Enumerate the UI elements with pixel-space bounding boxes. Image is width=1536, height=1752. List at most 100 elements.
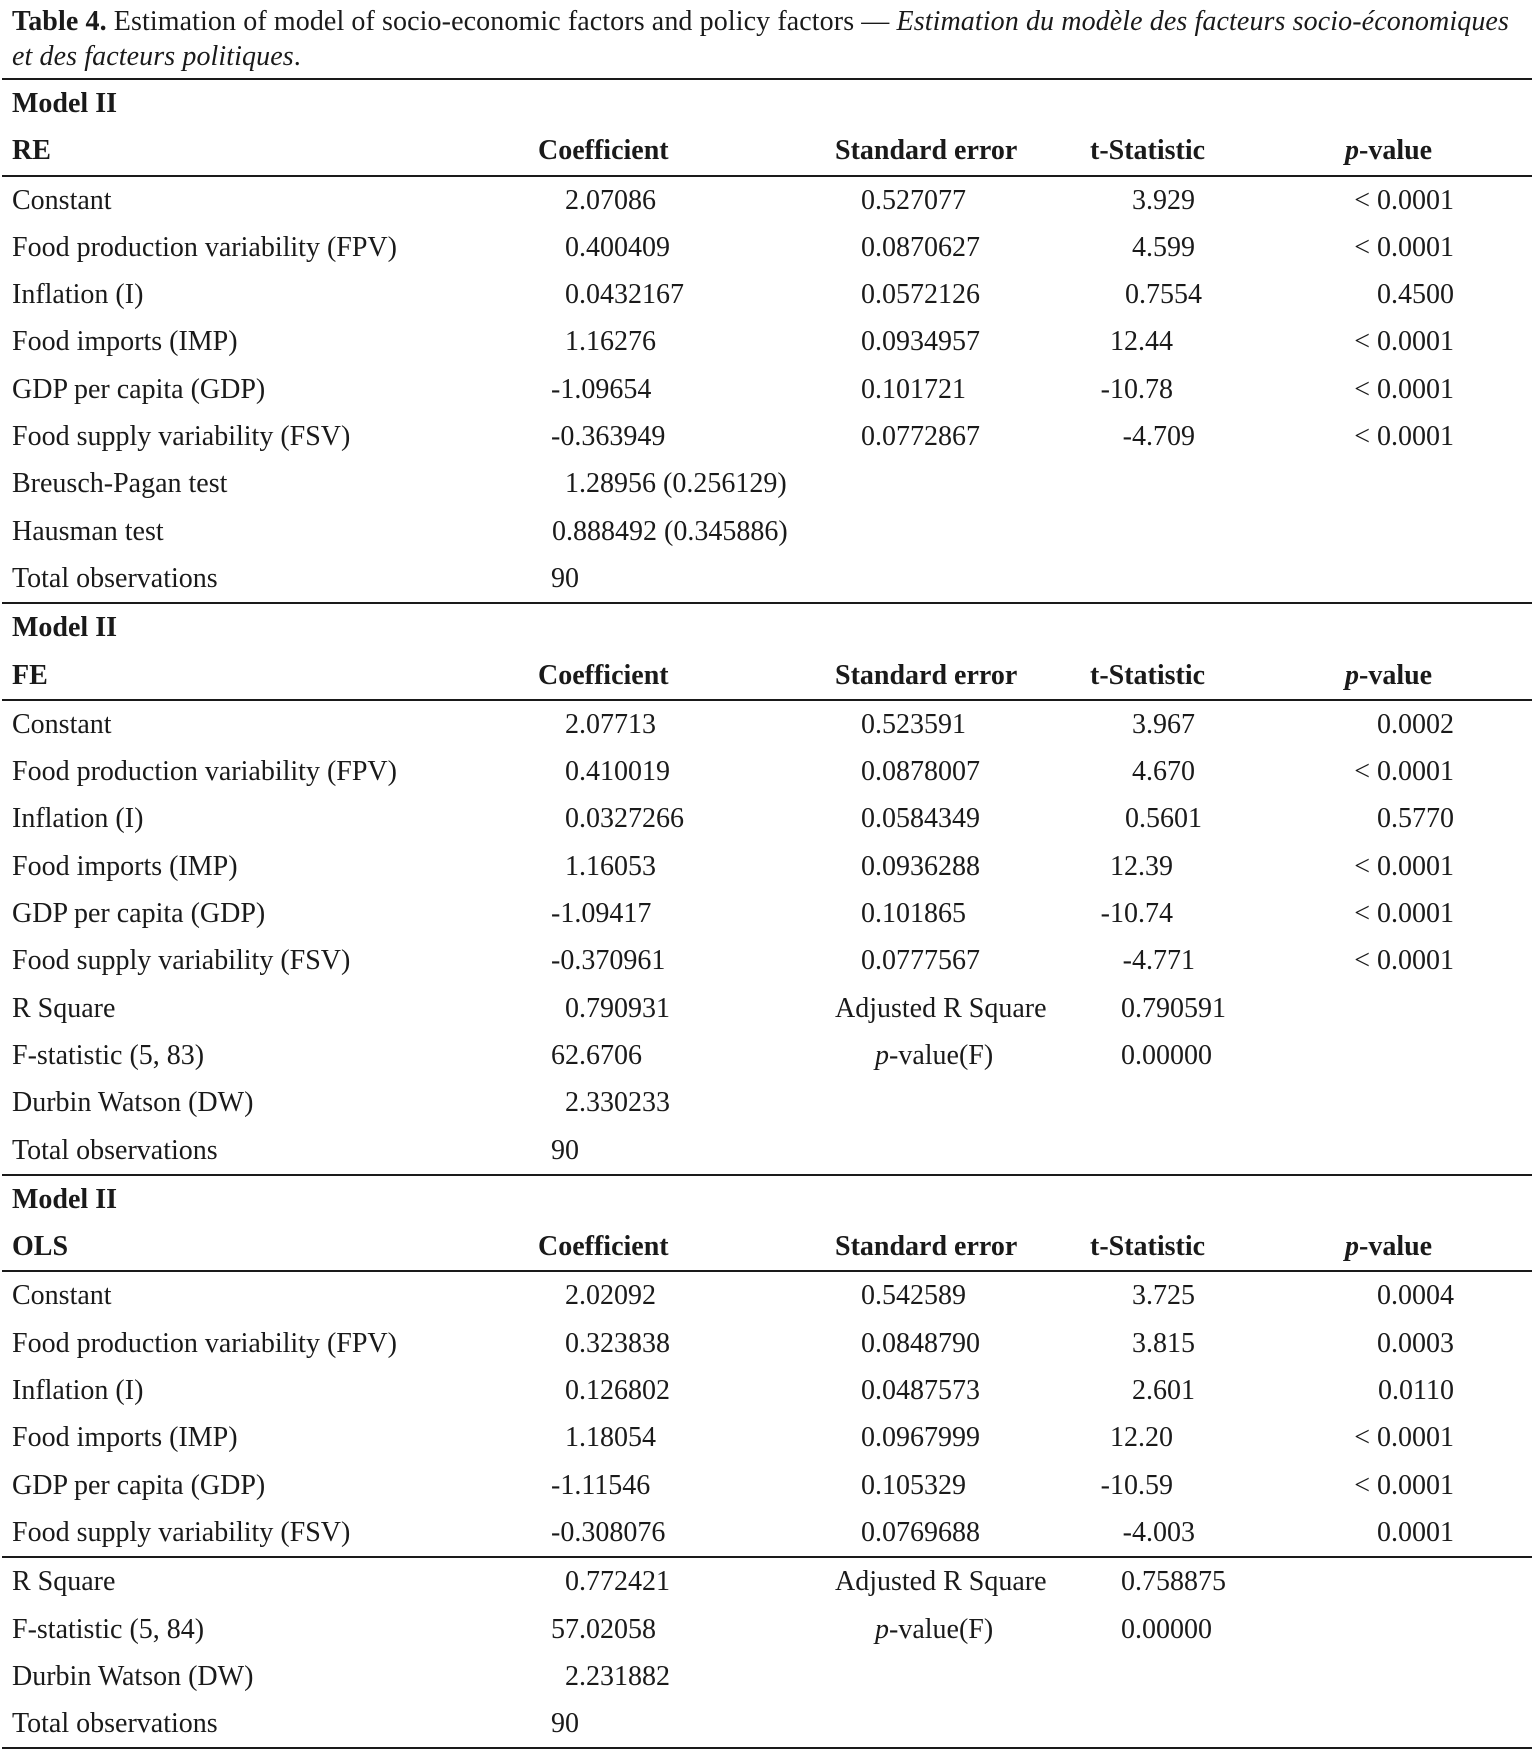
t-stat-cell: 4.670 [1132, 756, 1195, 788]
std-error-cell: 0.101865 [861, 898, 966, 930]
std-error-cell: 0.0769688 [861, 1516, 980, 1548]
estimator-label: FE [12, 659, 48, 691]
t-stat-cell: 4.599 [1132, 231, 1195, 263]
std-error-cell: 0.0772867 [861, 421, 980, 453]
coefficient-cell: -0.363949 [551, 421, 666, 453]
table-row: Inflation (I) 0.126802 0.0487573 2.601 0.011… [2, 1367, 1532, 1414]
table-caption: Table 4. Estimation of model of socio-ec… [12, 4, 1522, 74]
row-label: Food production variability (FPV) [12, 231, 397, 263]
model-row: Model II [2, 604, 1532, 651]
row-label: GDP per capita (GDP) [12, 1469, 266, 1501]
p-value-f-value: 0.00000 [1121, 1613, 1212, 1645]
table-row: Food supply variability (FSV) -0.308076 0.… [2, 1509, 1532, 1559]
table-row: GDP per capita (GDP) -1.09654 0.101721 -10.… [2, 366, 1532, 413]
header-row: OLS Coefficient Standard error t-Statist… [2, 1223, 1532, 1273]
table-row: GDP per capita (GDP) -1.11546 0.105329 -10.… [2, 1462, 1532, 1509]
p-value-cell: 0.0004 [1377, 1280, 1454, 1312]
p-value-cell: < 0.0001 [1354, 898, 1454, 930]
p-value-cell: < 0.0001 [1354, 1469, 1454, 1501]
row-label: Food imports (IMP) [12, 326, 238, 358]
std-error-cell: 0.527077 [861, 184, 966, 216]
caption-french: Estimation du modèle des facteurs socio-… [12, 6, 1509, 72]
obs-value: 90 [551, 1134, 579, 1166]
fit-row: F-statistic (5, 83) 62.6706 p-value(F) 0… [2, 1032, 1532, 1079]
stat-row: Breusch-Pagan test 1.28956 (0.256129) [2, 460, 1532, 507]
p-value-f-value: 0.00000 [1121, 1039, 1212, 1071]
stat-value: 90 [551, 562, 579, 594]
col-header-t-stat: t-Statistic [1090, 1231, 1206, 1263]
obs-value: 90 [551, 1708, 579, 1740]
fit-row: R Square 0.772421 Adjusted R Square 0.75… [2, 1558, 1532, 1605]
fit-row: Durbin Watson (DW) 2.231882 [2, 1653, 1532, 1700]
section-fe: Model II FE Coefficient Standard error t… [2, 604, 1532, 1176]
model-row: Model II [2, 80, 1532, 127]
p-value-cell: 0.0002 [1377, 708, 1454, 740]
f-stat-value: 62.6706 [551, 1039, 642, 1071]
t-stat-cell: -4.003 [1122, 1516, 1195, 1548]
table-row: Food imports (IMP) 1.18054 0.0967999 12.20 <… [2, 1414, 1532, 1461]
table-row: GDP per capita (GDP) -1.09417 0.101865 -10.… [2, 890, 1532, 937]
table-row: Inflation (I) 0.0327266 0.0584349 0.5601 0.5… [2, 795, 1532, 842]
col-header-coefficient: Coefficient [538, 1231, 669, 1263]
stat-value: 1.28956 (0.256129) [565, 468, 787, 500]
coefficient-cell: -1.09417 [551, 898, 652, 930]
header-row: RE Coefficient Standard error t-Statisti… [2, 127, 1532, 177]
fit-row: F-statistic (5, 84) 57.02058 p-value(F) … [2, 1606, 1532, 1653]
dw-value: 2.231882 [565, 1660, 670, 1692]
row-label: Constant [12, 1280, 112, 1312]
table-row: Constant 2.07086 0.527077 3.929 < 0.0001 [2, 177, 1532, 224]
coef-rows: Constant 2.07086 0.527077 3.929 < 0.0001 Food… [2, 177, 1532, 461]
t-stat-cell: -10.78 [1100, 373, 1173, 405]
table-row: Food imports (IMP) 1.16276 0.0934957 12.44 <… [2, 318, 1532, 365]
t-stat-cell: -10.74 [1100, 898, 1173, 930]
estimator-label: OLS [12, 1231, 69, 1263]
t-stat-cell: -10.59 [1100, 1469, 1173, 1501]
row-label: Food imports (IMP) [12, 850, 238, 882]
p-value-f-label: p-value(F) [875, 1613, 994, 1645]
p-value-cell: < 0.0001 [1354, 945, 1454, 977]
row-label: Food production variability (FPV) [12, 756, 397, 788]
coefficient-cell: -0.308076 [551, 1516, 666, 1548]
t-stat-cell: 3.967 [1132, 708, 1195, 740]
coefficient-cell: 0.410019 [565, 756, 670, 788]
r-square-label: R Square [12, 1566, 116, 1598]
table-row: Food supply variability (FSV) -0.370961 0.… [2, 937, 1532, 984]
coefficient-cell: -1.11546 [551, 1469, 651, 1501]
dw-value: 2.330233 [565, 1087, 670, 1119]
coefficient-cell: 1.16276 [565, 326, 656, 358]
row-label: Food supply variability (FSV) [12, 945, 351, 977]
coefficient-cell: 2.02092 [565, 1280, 656, 1312]
t-stat-cell: -4.771 [1122, 945, 1195, 977]
dw-label: Durbin Watson (DW) [12, 1087, 254, 1119]
std-error-cell: 0.0934957 [861, 326, 980, 358]
col-header-t-stat: t-Statistic [1090, 659, 1206, 691]
coef-rows: Constant 2.02092 0.542589 3.725 0.0004 Food p… [2, 1272, 1532, 1559]
table-row: Constant 2.07713 0.523591 3.967 0.0002 [2, 701, 1532, 748]
coefficient-cell: 1.16053 [565, 850, 656, 882]
f-stat-label: F-statistic (5, 84) [12, 1613, 205, 1645]
fit-row: Total observations 90 [2, 1700, 1532, 1747]
std-error-cell: 0.0870627 [861, 231, 980, 263]
fit-row: Durbin Watson (DW) 2.330233 [2, 1079, 1532, 1126]
coefficient-cell: 0.0327266 [565, 803, 684, 835]
obs-label: Total observations [12, 1708, 218, 1740]
model-label: Model II [12, 1183, 117, 1215]
p-value-cell: < 0.0001 [1354, 756, 1454, 788]
caption-label: Table 4. [12, 6, 107, 37]
t-stat-cell: 3.929 [1132, 184, 1195, 216]
f-stat-label: F-statistic (5, 83) [12, 1039, 205, 1071]
adj-r-square-value: 0.758875 [1121, 1566, 1226, 1598]
adj-r-square-value: 0.790591 [1121, 992, 1226, 1024]
section-re: Model II RE Coefficient Standard error t… [2, 80, 1532, 605]
caption-end: . [293, 41, 301, 72]
p-value-cell: < 0.0001 [1354, 421, 1454, 453]
p-value-cell: < 0.0001 [1354, 373, 1454, 405]
header-row: FE Coefficient Standard error t-Statisti… [2, 652, 1532, 701]
std-error-cell: 0.0848790 [861, 1327, 980, 1359]
stat-label: Breusch-Pagan test [12, 468, 228, 500]
row-label: Food supply variability (FSV) [12, 1516, 351, 1548]
caption-english: Estimation of model of socio-economic fa… [113, 6, 890, 37]
col-header-std-error: Standard error [835, 1231, 1018, 1263]
t-stat-cell: 3.815 [1132, 1327, 1195, 1359]
table-row: Food supply variability (FSV) -0.363949 0.… [2, 413, 1532, 460]
